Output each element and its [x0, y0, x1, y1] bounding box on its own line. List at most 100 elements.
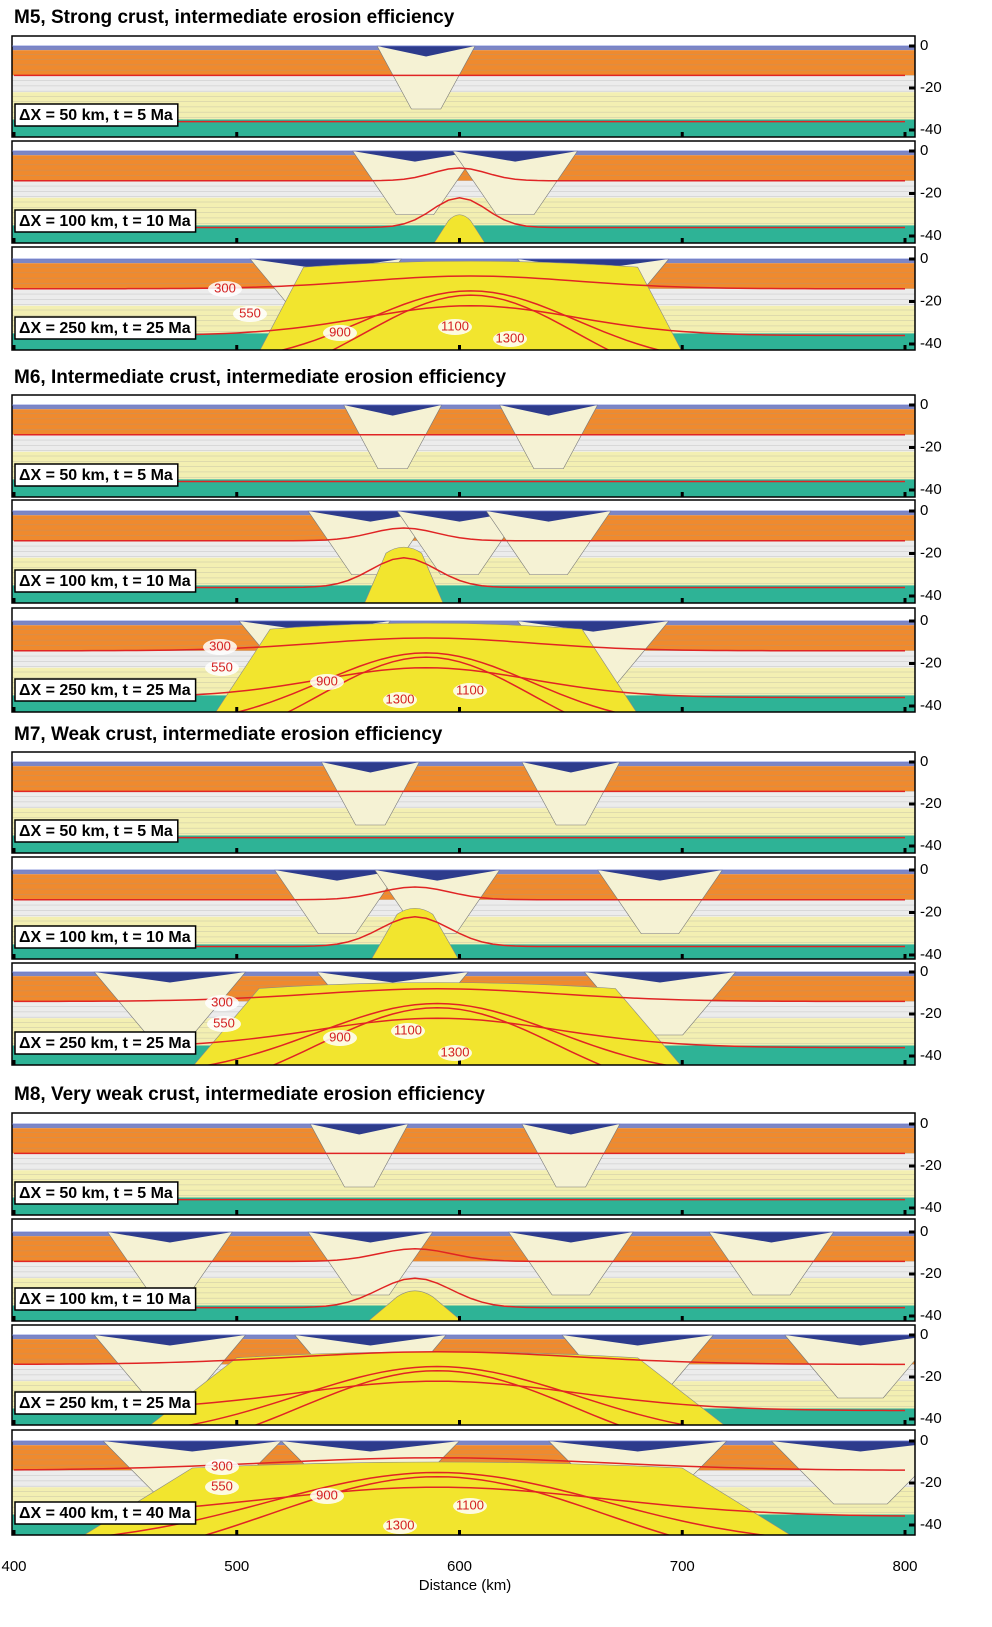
x-tick-label: 700: [670, 1558, 695, 1575]
y-tick-label: -40: [920, 481, 942, 498]
y-tick-label: 0: [920, 1326, 928, 1343]
x-tick-label: 500: [224, 1558, 249, 1575]
y-tick-label: -40: [920, 1047, 942, 1064]
y-tick-label: -20: [920, 79, 942, 96]
isotherm-label: 900: [316, 673, 338, 688]
isotherm-label: 1100: [394, 1022, 422, 1037]
panel-label: ΔX = 250 km, t = 25 Ma: [15, 1032, 196, 1054]
label-text: ΔX = 50 km, t = 5 Ma: [19, 823, 173, 840]
x-tick-label: 800: [892, 1558, 917, 1575]
group-title: M8, Very weak crust, intermediate erosio…: [14, 1084, 485, 1105]
middle-crust: [12, 75, 915, 92]
label-text: ΔX = 400 km, t = 40 Ma: [19, 1505, 191, 1522]
y-tick-label: 0: [920, 1115, 928, 1132]
y-tick-label: -20: [920, 795, 942, 812]
panel-label: ΔX = 250 km, t = 25 Ma: [15, 1392, 196, 1414]
y-tick-label: 0: [920, 861, 928, 878]
label-text: ΔX = 250 km, t = 25 Ma: [19, 682, 191, 699]
isotherm-label: 300: [211, 1458, 233, 1473]
figure: M5, Strong crust, intermediate erosion e…: [0, 0, 992, 1622]
label-text: ΔX = 100 km, t = 10 Ma: [19, 213, 191, 230]
y-tick-label: -40: [920, 837, 942, 854]
sediment-layer: [12, 762, 915, 766]
isotherm-label: 550: [239, 305, 261, 320]
panel-label: ΔX = 100 km, t = 10 Ma: [15, 210, 196, 232]
upper-crust: [12, 1128, 915, 1153]
panel: 0-20-40ΔX = 250 km, t = 25 Ma30055090011…: [12, 963, 942, 1102]
label-text: ΔX = 250 km, t = 25 Ma: [19, 1035, 191, 1052]
panel-label: ΔX = 100 km, t = 10 Ma: [15, 926, 196, 948]
group-title: M5, Strong crust, intermediate erosion e…: [14, 7, 455, 28]
y-tick-label: 0: [920, 1432, 928, 1449]
x-tick-label: 600: [447, 1558, 472, 1575]
y-tick-label: -40: [920, 227, 942, 244]
x-tick-label: 400: [1, 1558, 26, 1575]
label-text: ΔX = 250 km, t = 25 Ma: [19, 1395, 191, 1412]
panel-label: ΔX = 100 km, t = 10 Ma: [15, 1288, 196, 1310]
isotherm-label: 300: [209, 638, 231, 653]
panel-label: ΔX = 100 km, t = 10 Ma: [15, 570, 196, 592]
isotherm-label: 1100: [441, 318, 469, 333]
panel-label: ΔX = 50 km, t = 5 Ma: [15, 464, 178, 486]
isotherm-label: 900: [329, 324, 351, 339]
label-text: ΔX = 50 km, t = 5 Ma: [19, 467, 173, 484]
isotherm-label: 1300: [496, 330, 525, 345]
y-tick-label: -40: [920, 1199, 942, 1216]
y-tick-label: -20: [920, 292, 942, 309]
y-tick-label: -20: [920, 184, 942, 201]
dome: [192, 983, 682, 1068]
middle-crust: [12, 181, 915, 198]
y-tick-label: 0: [920, 396, 928, 413]
middle-crust: [12, 435, 915, 452]
dome: [214, 623, 637, 714]
isotherm-label: 1300: [441, 1044, 470, 1059]
middle-crust: [12, 791, 915, 808]
y-tick-label: 0: [920, 142, 928, 159]
isotherm-label: 550: [211, 659, 233, 674]
y-tick-label: -40: [920, 946, 942, 963]
sediment-layer: [12, 405, 915, 409]
y-tick-label: -20: [920, 654, 942, 671]
panel-label: ΔX = 250 km, t = 25 Ma: [15, 317, 196, 339]
y-tick-label: -20: [920, 1265, 942, 1282]
y-tick-label: -40: [920, 1307, 942, 1324]
isotherm-label: 900: [316, 1487, 338, 1502]
group-title: M6, Intermediate crust, intermediate ero…: [14, 367, 506, 388]
panel-label: ΔX = 50 km, t = 5 Ma: [15, 820, 178, 842]
y-tick-label: -40: [920, 335, 942, 352]
isotherm-label: 900: [329, 1029, 351, 1044]
label-text: ΔX = 250 km, t = 25 Ma: [19, 320, 191, 337]
y-tick-label: -40: [920, 587, 942, 604]
label-text: ΔX = 100 km, t = 10 Ma: [19, 573, 191, 590]
isotherm-label: 550: [211, 1478, 233, 1493]
upper-crust: [12, 409, 915, 435]
x-axis-label: Distance (km): [419, 1577, 512, 1594]
isotherm-label: 300: [211, 994, 233, 1009]
y-tick-label: 0: [920, 612, 928, 629]
upper-crust: [12, 766, 915, 791]
label-text: ΔX = 100 km, t = 10 Ma: [19, 1291, 191, 1308]
isotherm-label: 1300: [386, 691, 415, 706]
y-tick-label: -20: [920, 1474, 942, 1491]
y-tick-label: 0: [920, 250, 928, 267]
label-text: ΔX = 50 km, t = 5 Ma: [19, 107, 173, 124]
y-tick-label: -20: [920, 1005, 942, 1022]
panel-label: ΔX = 50 km, t = 5 Ma: [15, 1182, 178, 1204]
sediment-layer: [12, 1124, 915, 1128]
page: {"figure": { "groups": [ {"title": "M5, …: [0, 0, 992, 1622]
y-tick-label: 0: [920, 963, 928, 980]
y-tick-label: 0: [920, 37, 928, 54]
y-tick-label: -20: [920, 1368, 942, 1385]
middle-crust: [12, 1153, 915, 1170]
panel-label: ΔX = 250 km, t = 25 Ma: [15, 679, 196, 701]
y-tick-label: -20: [920, 903, 942, 920]
y-tick-label: -40: [920, 121, 942, 138]
y-tick-label: -40: [920, 1410, 942, 1427]
panel-label: ΔX = 50 km, t = 5 Ma: [15, 104, 178, 126]
group-title: M7, Weak crust, intermediate erosion eff…: [14, 724, 443, 745]
isotherm-label: 1100: [456, 1497, 484, 1512]
isotherm-label: 1100: [456, 682, 484, 697]
dome: [148, 1352, 727, 1427]
isotherm-label: 300: [214, 280, 236, 295]
